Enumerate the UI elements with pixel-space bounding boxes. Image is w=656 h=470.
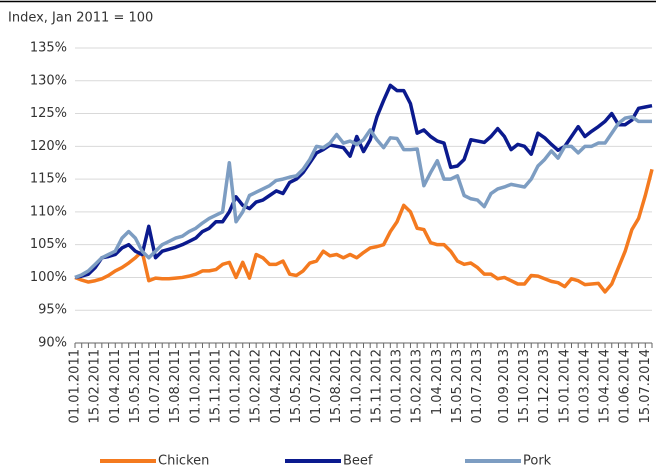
y-axis-label: Index, Jan 2011 = 100 xyxy=(8,11,153,26)
y-tick-label: 130% xyxy=(30,73,67,88)
y-tick-label: 105% xyxy=(30,237,67,252)
x-tick-label: 15.05.2012 xyxy=(289,349,304,423)
x-tick-label: 01.04.2012 xyxy=(269,349,284,423)
series-line xyxy=(74,115,652,280)
series-line xyxy=(74,83,653,280)
x-tick-label: 01.10.2012 xyxy=(349,349,364,423)
y-tick-label: 90% xyxy=(38,336,67,351)
x-tick-label: 1.04.2013 xyxy=(430,349,445,415)
x-tick-label: 01.07.2012 xyxy=(309,349,324,423)
legend-label: Beef xyxy=(343,454,373,469)
x-tick-label: 15.02.2012 xyxy=(249,349,264,423)
legend-label: Pork xyxy=(523,454,552,469)
series-line xyxy=(74,168,654,294)
x-tick-label: 01.01.2012 xyxy=(229,349,244,423)
x-tick-label: 15.10.2013 xyxy=(517,349,532,423)
x-tick-label: 15.02.2013 xyxy=(410,349,425,423)
y-tick-label: 135% xyxy=(30,41,67,56)
x-tick-label: 15.11.2011 xyxy=(208,349,223,423)
x-tick-label: 15.11.2012 xyxy=(369,349,384,423)
y-tick-label: 110% xyxy=(30,204,67,219)
x-tick-label: 01.01.2013 xyxy=(390,349,405,423)
x-tick-label: 01.10.2011 xyxy=(188,349,203,423)
x-tick-label: 01.07.2011 xyxy=(148,349,163,423)
x-tick-label: 15.07.2014 xyxy=(638,349,653,423)
x-tick-label: 01.06.2014 xyxy=(618,349,633,423)
x-tick-label: 15.04.2014 xyxy=(598,349,613,423)
x-tick-label: 15.05.2011 xyxy=(128,349,143,423)
x-tick-label: 01.07.2013 xyxy=(470,349,485,423)
y-tick-label: 120% xyxy=(30,139,67,154)
x-tick-label: 01.12.2013 xyxy=(537,349,552,423)
x-tick-label: 01.03.2014 xyxy=(577,349,592,423)
x-tick-label: 01.01.2011 xyxy=(68,349,83,423)
y-tick-label: 95% xyxy=(38,303,67,318)
x-tick-label: 15.01.2014 xyxy=(557,349,572,423)
y-tick-label: 100% xyxy=(30,270,67,285)
x-tick-label: 15.08.2011 xyxy=(168,349,183,423)
y-tick-label: 125% xyxy=(30,106,67,121)
legend-label: Chicken xyxy=(158,454,209,469)
x-tick-label: 01.09.2013 xyxy=(497,349,512,423)
x-tick-label: 15.05.2013 xyxy=(450,349,465,423)
x-tick-label: 15.02.2011 xyxy=(88,349,103,423)
y-tick-label: 115% xyxy=(30,172,67,187)
x-tick-label: 01.04.2011 xyxy=(108,349,123,423)
x-tick-label: 15.08.2012 xyxy=(329,349,344,423)
